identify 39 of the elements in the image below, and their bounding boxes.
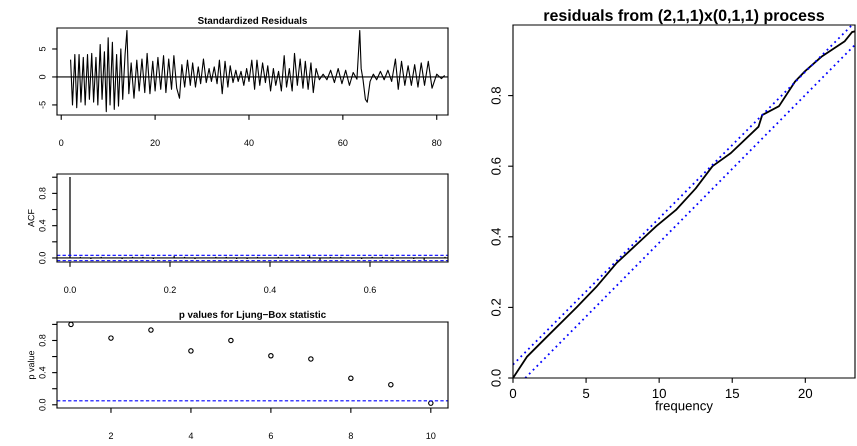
y-tick-label: 0.0 <box>39 398 46 411</box>
x-axis-title: frequency <box>655 400 713 414</box>
chart-title: residuals from (2,1,1)x(0,1,1) process <box>544 9 824 24</box>
x-tick-label: 0.6 <box>364 286 376 293</box>
y-tick-label: 0.0 <box>39 252 46 264</box>
x-tick-label: 0 <box>510 388 516 398</box>
y-tick-label: 0.8 <box>39 334 46 346</box>
chart-title: Standardized Residuals <box>198 16 307 24</box>
y-tick-label: 0.6 <box>491 158 501 175</box>
x-tick-label: 6 <box>268 432 274 439</box>
y-axis-title: ACF <box>28 209 34 228</box>
x-tick-label: 60 <box>338 140 348 146</box>
y-tick-label: 0.0 <box>491 369 501 387</box>
x-tick-label: 5 <box>582 388 590 398</box>
x-tick-label: 2 <box>108 432 114 439</box>
x-tick-label: 0.4 <box>264 286 276 293</box>
x-tick-label: 0.0 <box>64 286 76 293</box>
x-tick-label: 4 <box>188 432 194 439</box>
y-tick-label: 0.4 <box>491 228 501 246</box>
y-axis-title: p value <box>28 350 36 379</box>
x-tick-label: 10 <box>426 432 436 439</box>
x-tick-label: 20 <box>150 140 160 146</box>
y-tick-label: 0.4 <box>39 366 46 379</box>
x-tick-label: 0 <box>59 140 64 146</box>
x-tick-label: 0.2 <box>164 286 176 293</box>
x-tick-label: 10 <box>652 388 666 398</box>
chart-title: p values for Ljung−Box statistic <box>180 310 326 320</box>
y-tick-label: 0.2 <box>491 298 501 316</box>
y-tick-label: 0.4 <box>39 220 46 232</box>
y-tick-label: -5 <box>39 101 46 109</box>
y-tick-label: 5 <box>39 46 46 52</box>
x-tick-label: 40 <box>244 140 254 146</box>
x-tick-label: 80 <box>432 140 442 146</box>
x-tick-label: 15 <box>726 388 740 398</box>
x-tick-label: 8 <box>348 432 353 439</box>
y-tick-label: 0.8 <box>491 87 501 104</box>
x-tick-label: 20 <box>798 388 812 398</box>
y-tick-label: 0 <box>39 74 46 80</box>
y-tick-label: 0.8 <box>39 187 46 200</box>
